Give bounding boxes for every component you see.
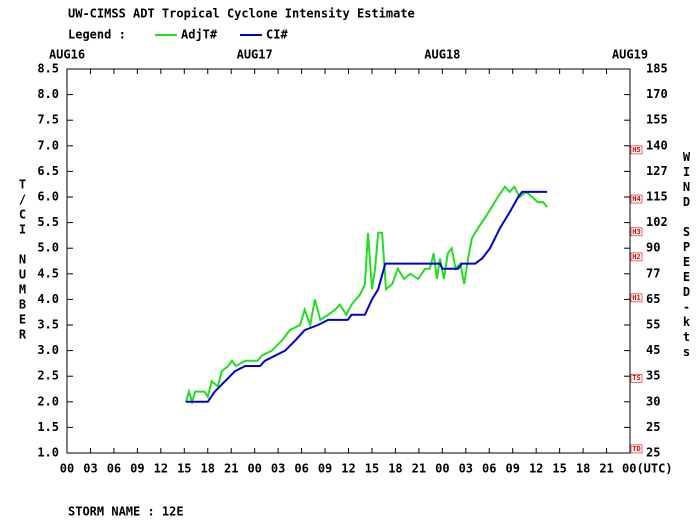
y2-tick-label: 77 bbox=[646, 266, 660, 280]
x-tick-label: 18 bbox=[388, 462, 402, 476]
x-tick-label: 18 bbox=[576, 462, 590, 476]
x-tick-label: 00 bbox=[247, 462, 261, 476]
y-tick-label: 4.0 bbox=[37, 292, 59, 306]
category-marker-label: H5 bbox=[632, 146, 640, 154]
x-tick-label: 03 bbox=[271, 462, 285, 476]
y2-tick-label: 170 bbox=[646, 87, 668, 101]
legend-label: AdjT# bbox=[181, 28, 218, 42]
footer: STORM NAME : 12E bbox=[68, 505, 184, 519]
y2-tick-label: 35 bbox=[646, 369, 660, 383]
y-tick-label: 7.0 bbox=[37, 138, 59, 152]
category-marker bbox=[630, 444, 643, 454]
x-tick-label: 00 bbox=[60, 462, 74, 476]
category-marker bbox=[630, 252, 643, 262]
category-marker-label: TD bbox=[632, 445, 640, 453]
legend-label: CI# bbox=[266, 28, 288, 42]
y-tick-label: 5.0 bbox=[37, 241, 59, 255]
x-tick-label: 06 bbox=[107, 462, 121, 476]
date-label: AUG19 bbox=[612, 48, 648, 62]
category-marker-label: H3 bbox=[632, 228, 640, 236]
y-axis-label: T/CI NUMBER bbox=[16, 178, 30, 343]
category-marker bbox=[630, 145, 643, 155]
y-tick-label: 7.5 bbox=[37, 113, 59, 127]
category-marker-label: H2 bbox=[632, 253, 640, 261]
x-tick-label: 09 bbox=[505, 462, 519, 476]
category-marker bbox=[630, 194, 643, 204]
legend-title: Legend : bbox=[68, 28, 126, 42]
y2-tick-label: 127 bbox=[646, 164, 668, 178]
y-tick-label: 8.5 bbox=[37, 62, 59, 76]
y2-axis-label: WIND SPEED-kts bbox=[680, 150, 694, 360]
chart-title: UW-CIMSS ADT Tropical Cyclone Intensity … bbox=[68, 7, 415, 21]
y2-tick-label: 102 bbox=[646, 215, 668, 229]
category-marker bbox=[630, 293, 643, 303]
x-tick-label: 12 bbox=[341, 462, 355, 476]
x-tick-label: 00(UTC) bbox=[622, 462, 673, 476]
y-tick-label: 3.0 bbox=[37, 343, 59, 357]
x-tick-label: 09 bbox=[130, 462, 144, 476]
y-tick-label: 6.0 bbox=[37, 190, 59, 204]
y-tick-label: 1.5 bbox=[37, 420, 59, 434]
date-label: AUG18 bbox=[424, 48, 460, 62]
y-tick-label: 5.5 bbox=[37, 215, 59, 229]
x-tick-label: 21 bbox=[599, 462, 613, 476]
x-tick-label: 15 bbox=[177, 462, 191, 476]
series-line bbox=[184, 185, 548, 406]
y2-tick-label: 140 bbox=[646, 138, 668, 152]
x-tick-label: 12 bbox=[154, 462, 168, 476]
y2-tick-label: 55 bbox=[646, 318, 660, 332]
category-marker-label: H1 bbox=[632, 294, 640, 302]
y-tick-label: 3.5 bbox=[37, 318, 59, 332]
x-tick-label: 15 bbox=[552, 462, 566, 476]
x-tick-label: 06 bbox=[294, 462, 308, 476]
y2-tick-label: 45 bbox=[646, 343, 660, 357]
y2-tick-label: 185 bbox=[646, 62, 668, 76]
x-tick-label: 21 bbox=[224, 462, 238, 476]
category-marker-label: TS bbox=[632, 374, 640, 382]
y2-tick-label: 25 bbox=[646, 446, 660, 460]
category-marker bbox=[630, 373, 643, 383]
category-marker bbox=[630, 227, 643, 237]
y-tick-label: 8.0 bbox=[37, 87, 59, 101]
y-tick-label: 6.5 bbox=[37, 164, 59, 178]
x-tick-label: 09 bbox=[318, 462, 332, 476]
plot-frame bbox=[66, 68, 631, 454]
y-tick-label: 1.0 bbox=[37, 446, 59, 460]
y2-tick-label: 65 bbox=[646, 292, 660, 306]
y2-tick-label: 155 bbox=[646, 113, 668, 127]
y2-tick-label: 115 bbox=[646, 190, 668, 204]
series-line bbox=[185, 190, 548, 403]
x-tick-label: 03 bbox=[83, 462, 97, 476]
y-tick-label: 4.5 bbox=[37, 266, 59, 280]
date-label: AUG17 bbox=[237, 48, 273, 62]
x-tick-label: 12 bbox=[529, 462, 543, 476]
y-tick-label: 2.5 bbox=[37, 369, 59, 383]
y2-tick-label: 25 bbox=[646, 420, 660, 434]
x-tick-label: 15 bbox=[365, 462, 379, 476]
category-marker-label: H4 bbox=[632, 195, 640, 203]
y2-tick-label: 90 bbox=[646, 241, 660, 255]
date-label: AUG16 bbox=[49, 48, 85, 62]
y-tick-label: 2.0 bbox=[37, 394, 59, 408]
x-tick-label: 00 bbox=[435, 462, 449, 476]
x-tick-label: 03 bbox=[459, 462, 473, 476]
x-tick-label: 21 bbox=[412, 462, 426, 476]
y2-tick-label: 30 bbox=[646, 394, 660, 408]
x-tick-label: 06 bbox=[482, 462, 496, 476]
x-tick-label: 18 bbox=[201, 462, 215, 476]
